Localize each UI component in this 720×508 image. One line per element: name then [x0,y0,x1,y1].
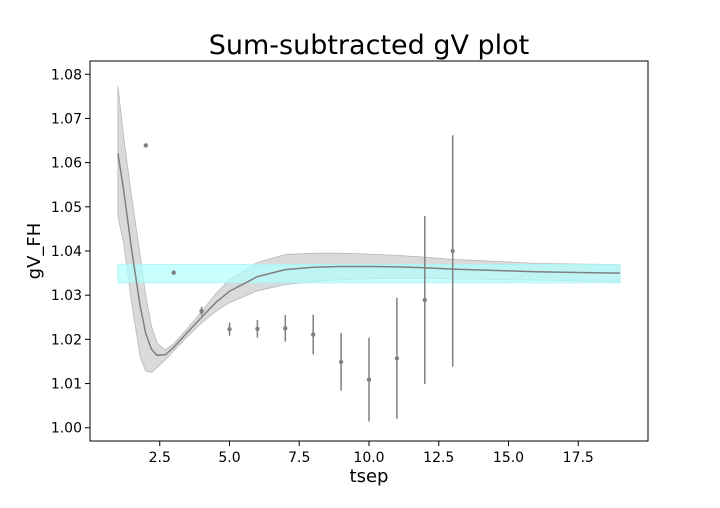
y-tick-label: 1.04 [51,244,82,260]
x-tick-label: 17.5 [563,450,594,466]
data-point-9 [366,337,372,422]
y-tick-label: 1.06 [51,156,82,172]
plot-area [117,86,621,422]
x-tick-label: 5.0 [218,450,240,466]
data-marker [311,332,316,337]
data-point-2 [171,270,176,275]
data-marker [255,326,260,331]
x-tick-label: 2.5 [149,450,171,466]
data-point-8 [338,333,344,391]
data-point-6 [283,315,288,342]
data-marker [199,308,204,314]
fit-line [117,153,621,357]
data-point-10 [394,297,400,419]
data-point-7 [311,314,316,355]
data-point-5 [255,319,260,338]
y-tick-label: 1.00 [51,421,82,437]
x-tick-label: 15.0 [493,450,524,466]
y-tick-label: 1.01 [51,377,82,393]
x-tick-label: 12.5 [423,450,454,466]
chart-title: Sum-subtracted gV plot [209,30,530,61]
x-tick-label: 7.5 [288,450,310,466]
x-axis-label: tsep [350,466,389,487]
data-marker [394,356,400,361]
data-marker [171,270,176,275]
constant-fit-band [117,263,621,284]
data-point-11 [422,216,427,384]
y-axis-ticks: 1.00 1.01 1.02 1.03 1.04 1.05 1.06 1.07 1.08 [51,67,90,437]
x-axis-ticks: 2.5 5.0 7.5 10.0 12.5 15.0 17.5 [149,441,594,466]
fit-error-band [117,86,621,373]
data-point-3 [199,306,204,316]
data-marker [450,248,455,254]
data-point-12 [450,135,455,367]
y-tick-label: 1.07 [51,111,82,127]
data-marker [227,327,232,332]
x-tick-label: 10.0 [353,450,384,466]
y-tick-label: 1.05 [51,200,82,216]
data-point-1 [143,143,148,148]
y-axis-label: gV_FH [24,223,45,280]
data-marker [338,359,344,365]
data-marker [143,143,148,148]
data-point-4 [227,322,232,336]
y-tick-label: 1.08 [51,67,82,83]
y-tick-label: 1.02 [51,332,82,348]
data-marker [283,326,288,331]
y-tick-label: 1.03 [51,288,82,304]
data-marker [422,297,427,303]
data-marker [366,377,372,382]
